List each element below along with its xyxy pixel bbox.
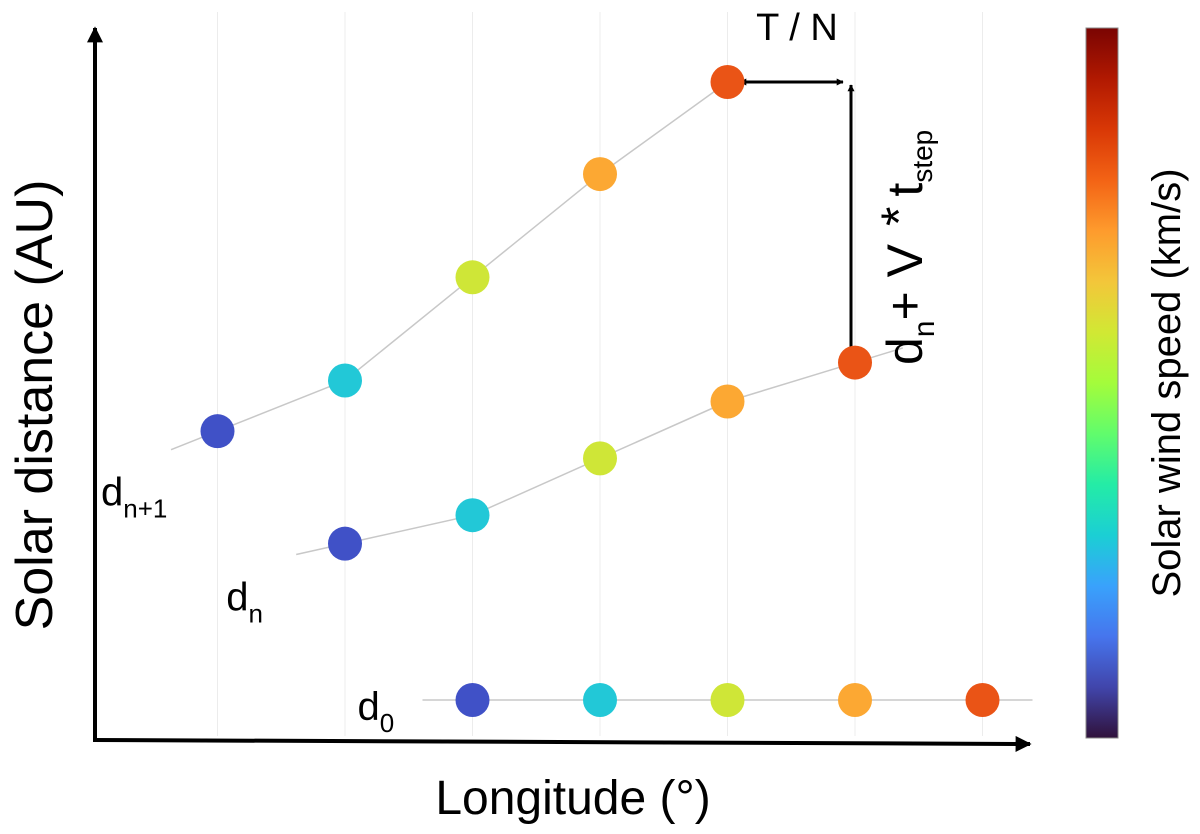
row-label-sub: n (248, 599, 262, 629)
row-line-0 (170, 81, 728, 451)
row-label-2: d0 (358, 685, 395, 738)
step-d: d (877, 337, 933, 365)
point-row2-2 (710, 683, 745, 717)
point-row1-2 (583, 441, 617, 476)
row-label-main: d (226, 576, 248, 620)
point-row2-4 (965, 683, 1000, 717)
step-t-sub: step (907, 130, 938, 183)
point-row2-0 (455, 683, 490, 717)
svg-text:dn+ V*tstep: dn+ V * tstep (871, 130, 941, 365)
row-label-sub: n+1 (123, 494, 167, 524)
step-plus-v: + V (877, 243, 933, 320)
step-star: * (871, 207, 927, 226)
x-axis-label: Longitude (°) (435, 772, 710, 825)
point-row2-1 (583, 683, 617, 717)
step-d-sub: n (908, 321, 941, 338)
row-label-sub: 0 (380, 708, 394, 738)
row-label-main: d (101, 471, 123, 515)
period-label: T / N (756, 7, 838, 49)
point-row0-2 (455, 260, 490, 295)
point-row1-0 (328, 526, 362, 561)
point-row0-1 (328, 363, 362, 398)
row-label-1: dn (226, 576, 263, 629)
colorbar-label: Solar wind speed (km/s) (1145, 168, 1189, 597)
y-axis-label: Solar distance (AU) (6, 180, 64, 631)
x-axis (92, 735, 1032, 752)
point-row0-3 (583, 157, 617, 192)
point-row1-3 (710, 384, 745, 419)
point-row2-3 (838, 683, 872, 717)
row-label-main: d (358, 685, 380, 729)
colorbar (1085, 27, 1119, 739)
point-row0-0 (200, 414, 235, 449)
step-expression: dn+ V * tstep (871, 130, 941, 365)
step-t: t (877, 183, 933, 197)
point-row1-4 (838, 345, 872, 380)
point-row1-1 (455, 498, 490, 533)
row-label-0: dn+1 (101, 471, 167, 524)
speed-points (200, 65, 1000, 717)
point-row0-4 (710, 65, 745, 99)
